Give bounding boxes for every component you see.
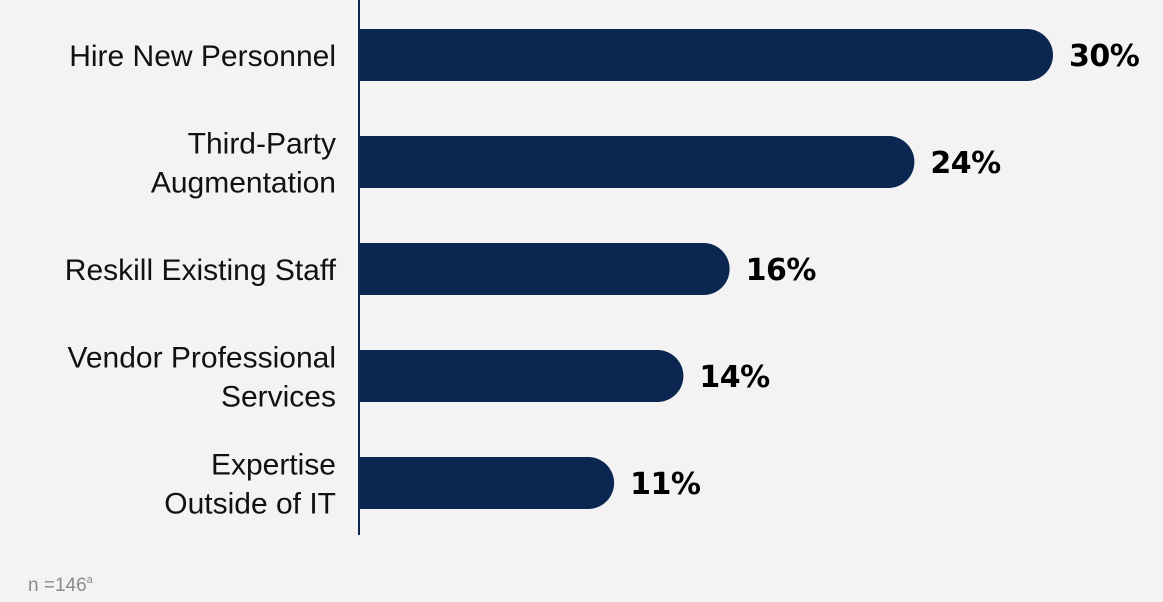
value-label-0: 30% <box>1069 39 1140 74</box>
sample-size-footnote: n =146a <box>28 568 93 598</box>
category-label-1-line-0: Third-Party <box>188 128 336 161</box>
category-label-3-line-1: Services <box>221 381 336 414</box>
footnote-superscript: a <box>86 574 93 586</box>
value-label-1: 24% <box>930 146 1001 181</box>
bar-4 <box>360 457 615 509</box>
category-label-3-line-0: Vendor Professional <box>67 342 336 375</box>
bar-2 <box>360 243 730 295</box>
value-label-2: 16% <box>746 253 817 288</box>
bar-0 <box>360 29 1053 81</box>
category-label-1-line-1: Augmentation <box>151 167 336 200</box>
category-label-0-line-0: Hire New Personnel <box>69 40 336 73</box>
footnote-text: n =146 <box>28 575 87 596</box>
category-label-2-line-0: Reskill Existing Staff <box>65 254 337 287</box>
bar-1 <box>360 136 915 188</box>
value-label-4: 11% <box>630 467 701 502</box>
category-label-4-line-0: Expertise <box>211 449 336 482</box>
value-label-3: 14% <box>699 360 770 395</box>
bar-3 <box>360 350 684 402</box>
category-label-4-line-1: Outside of IT <box>164 488 336 521</box>
